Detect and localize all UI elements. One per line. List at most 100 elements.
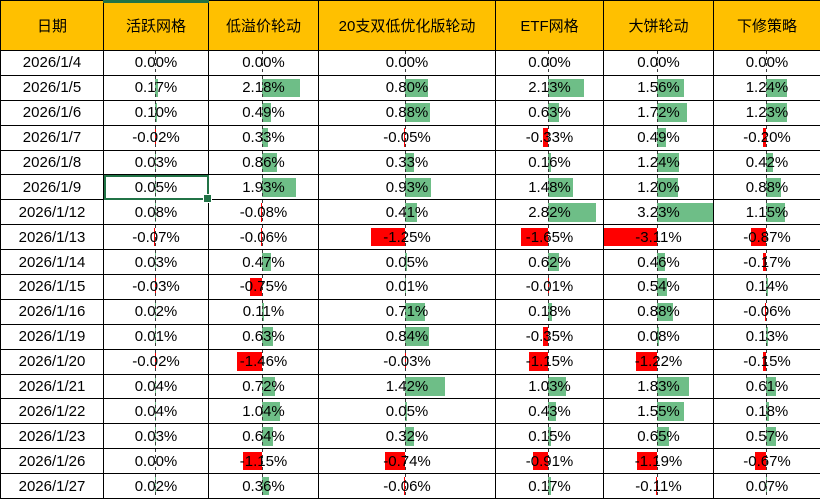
value-cell[interactable]: 1.56% (604, 75, 714, 101)
value-cell[interactable]: 1.93% (209, 175, 319, 201)
value-cell[interactable]: 0.84% (319, 324, 496, 350)
value-cell[interactable]: 0.00% (319, 51, 496, 76)
value-cell[interactable]: -0.06% (209, 225, 319, 251)
value-cell[interactable]: 0.42% (714, 150, 820, 176)
date-cell[interactable]: 2026/1/12 (1, 200, 104, 226)
value-cell[interactable]: -0.20% (714, 125, 820, 151)
value-cell[interactable]: -0.74% (319, 449, 496, 475)
value-cell[interactable]: 1.03% (496, 374, 604, 400)
value-cell[interactable]: 0.33% (319, 150, 496, 176)
value-cell[interactable]: 1.48% (496, 175, 604, 201)
value-cell[interactable]: -0.15% (714, 349, 820, 375)
value-cell[interactable]: 0.63% (496, 100, 604, 126)
value-cell[interactable]: 0.01% (104, 324, 209, 350)
value-cell[interactable]: 0.04% (104, 399, 209, 425)
value-cell[interactable]: 0.08% (104, 200, 209, 226)
value-cell[interactable]: -0.75% (209, 275, 319, 300)
value-cell[interactable]: 0.04% (104, 374, 209, 400)
value-cell[interactable]: -0.67% (714, 449, 820, 475)
value-cell[interactable]: 1.42% (319, 374, 496, 400)
value-cell[interactable]: -0.11% (604, 474, 714, 499)
fill-handle[interactable] (203, 194, 212, 204)
value-cell[interactable]: -0.03% (104, 275, 209, 300)
value-cell[interactable]: 0.61% (714, 374, 820, 400)
value-cell[interactable]: 0.00% (496, 51, 604, 76)
date-cell[interactable]: 2026/1/6 (1, 100, 104, 126)
value-cell[interactable]: 0.03% (104, 424, 209, 450)
value-cell[interactable]: -0.08% (209, 200, 319, 226)
value-cell[interactable]: 0.00% (104, 449, 209, 475)
value-cell[interactable]: -0.06% (714, 299, 820, 325)
value-cell[interactable]: -1.25% (319, 225, 496, 251)
value-cell[interactable]: 0.80% (319, 75, 496, 101)
value-cell[interactable]: 1.24% (714, 75, 820, 101)
value-cell[interactable]: 1.04% (209, 399, 319, 425)
value-cell[interactable]: -1.15% (496, 349, 604, 375)
value-cell[interactable]: 1.20% (604, 175, 714, 201)
value-cell[interactable]: 1.55% (604, 399, 714, 425)
value-cell[interactable]: 1.83% (604, 374, 714, 400)
value-cell[interactable]: -0.87% (714, 225, 820, 251)
value-cell[interactable]: 0.62% (496, 250, 604, 275)
date-cell[interactable]: 2026/1/26 (1, 449, 104, 475)
value-cell[interactable]: 0.17% (104, 75, 209, 101)
value-cell[interactable]: 0.14% (714, 275, 820, 300)
value-cell[interactable]: -1.15% (209, 449, 319, 475)
value-cell[interactable]: -1.22% (604, 349, 714, 375)
value-cell[interactable]: 0.46% (604, 250, 714, 275)
value-cell[interactable]: 0.11% (209, 299, 319, 325)
value-cell[interactable]: 0.00% (604, 51, 714, 76)
value-cell[interactable]: 0.16% (496, 150, 604, 176)
value-cell[interactable]: 2.82% (496, 200, 604, 226)
active-selected-cell[interactable]: 0.05% (104, 175, 212, 204)
date-cell[interactable]: 2026/1/21 (1, 374, 104, 400)
value-cell[interactable]: -0.35% (496, 324, 604, 350)
value-cell[interactable]: -0.07% (104, 225, 209, 251)
value-cell[interactable]: 0.47% (209, 250, 319, 275)
value-cell[interactable]: 0.63% (209, 324, 319, 350)
value-cell[interactable]: 0.43% (496, 399, 604, 425)
date-cell[interactable]: 2026/1/13 (1, 225, 104, 251)
value-cell[interactable]: -0.02% (104, 125, 209, 151)
value-cell[interactable]: 0.00% (209, 51, 319, 76)
date-cell[interactable]: 2026/1/22 (1, 399, 104, 425)
value-cell[interactable]: 0.32% (319, 424, 496, 450)
value-cell[interactable]: 2.18% (209, 75, 319, 101)
value-cell[interactable]: -1.19% (604, 449, 714, 475)
value-cell[interactable]: 0.01% (319, 275, 496, 300)
value-cell[interactable]: 0.02% (104, 474, 209, 499)
date-cell[interactable]: 2026/1/7 (1, 125, 104, 151)
value-cell[interactable]: 0.49% (209, 100, 319, 126)
value-cell[interactable]: 0.10% (104, 100, 209, 126)
date-cell[interactable]: 2026/1/23 (1, 424, 104, 450)
value-cell[interactable]: -0.02% (104, 349, 209, 375)
value-cell[interactable]: 0.36% (209, 474, 319, 499)
value-cell[interactable]: -3.11% (604, 225, 714, 251)
value-cell[interactable]: 0.41% (319, 200, 496, 226)
date-cell[interactable]: 2026/1/14 (1, 250, 104, 275)
value-cell[interactable]: -0.06% (319, 474, 496, 499)
column-header-strategy-2[interactable]: 低溢价轮动 (209, 1, 319, 51)
value-cell[interactable]: 1.24% (604, 150, 714, 176)
value-cell[interactable]: 0.07% (714, 474, 820, 499)
value-cell[interactable]: 1.23% (714, 100, 820, 126)
column-header-strategy-5[interactable]: 大饼轮动 (604, 1, 714, 51)
date-cell[interactable]: 2026/1/19 (1, 324, 104, 350)
value-cell[interactable]: 0.05% (319, 399, 496, 425)
value-cell[interactable]: 0.86% (209, 150, 319, 176)
date-cell[interactable]: 2026/1/15 (1, 275, 104, 300)
value-cell[interactable]: -0.91% (496, 449, 604, 475)
value-cell[interactable]: -0.01% (496, 275, 604, 300)
value-cell[interactable]: 0.88% (319, 100, 496, 126)
value-cell[interactable]: 0.03% (104, 150, 209, 176)
value-cell[interactable]: -1.65% (496, 225, 604, 251)
column-header-strategy-6[interactable]: 下修策略 (714, 1, 820, 51)
column-header-strategy-3[interactable]: 20支双低优化版轮动 (319, 1, 496, 51)
value-cell[interactable]: 0.00% (714, 51, 820, 76)
value-cell[interactable]: 0.17% (496, 474, 604, 499)
date-cell[interactable]: 2026/1/8 (1, 150, 104, 176)
date-cell[interactable]: 2026/1/27 (1, 474, 104, 499)
value-cell[interactable]: -0.03% (319, 349, 496, 375)
value-cell[interactable]: 0.71% (319, 299, 496, 325)
value-cell[interactable]: 2.13% (496, 75, 604, 101)
